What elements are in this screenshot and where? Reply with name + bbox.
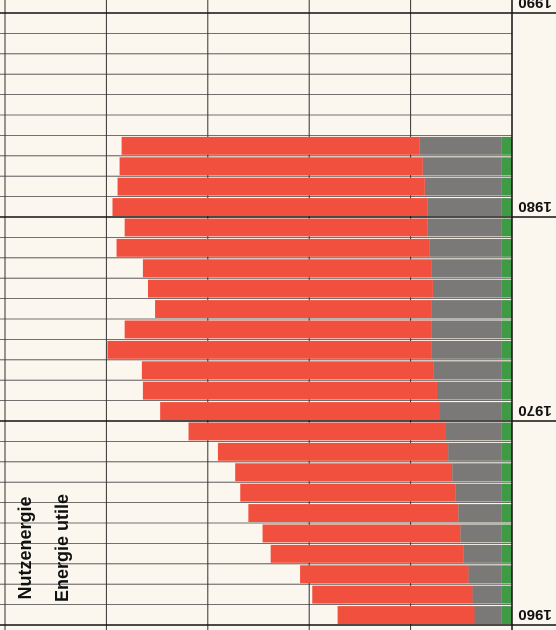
bar-segment	[312, 585, 473, 604]
bar-segment	[142, 259, 432, 278]
bar-segment	[474, 606, 502, 624]
bar-segment	[112, 198, 428, 216]
bar-segment	[445, 422, 502, 441]
bar-segment	[262, 524, 461, 543]
x-tick-label: 1980	[518, 198, 551, 215]
bar-segment	[188, 422, 446, 441]
bar-segment	[501, 463, 512, 482]
bar-segment	[448, 442, 502, 461]
bar-segment	[463, 544, 502, 563]
bar-segment	[501, 504, 512, 522]
bar-segment	[431, 300, 502, 318]
bar-segment	[501, 218, 512, 237]
bar-segment	[468, 565, 502, 584]
bar-segment	[217, 442, 449, 461]
bar-segment	[240, 483, 456, 502]
bar-segment	[501, 259, 512, 278]
bar-segment	[124, 320, 432, 339]
bar-segment	[460, 524, 502, 543]
bar-segment	[501, 585, 512, 604]
bar-segment	[452, 463, 502, 482]
bar-segment	[337, 606, 475, 624]
bar-segment	[501, 442, 512, 461]
bar-segment	[427, 198, 502, 216]
bar-segment	[248, 504, 459, 522]
x-tick-label: 1990	[518, 0, 551, 11]
x-tick-label: 1970	[518, 402, 551, 419]
bar-segment	[472, 585, 502, 604]
bar-segment	[501, 361, 512, 380]
bar-segment	[501, 402, 512, 420]
bar-segment	[117, 177, 425, 196]
bar-segment	[422, 157, 502, 176]
bar-segment	[431, 259, 502, 278]
bar-segment	[147, 279, 433, 298]
bar-segment	[501, 320, 512, 339]
bar-segment	[116, 238, 430, 257]
chart-subtitle: Energie utile	[52, 494, 72, 602]
bar-segment	[501, 524, 512, 543]
bar-segment	[501, 136, 512, 155]
chart-title: Nutzenergie	[15, 496, 35, 599]
bar-segment	[270, 544, 464, 563]
bar-segment	[501, 544, 512, 563]
bar-segment	[429, 238, 502, 257]
bar-segment	[455, 483, 502, 502]
bar-segment	[458, 504, 502, 522]
bar-segment	[501, 565, 512, 584]
bar-segment	[433, 361, 502, 380]
bar-segment	[142, 381, 437, 400]
bar-segment	[119, 157, 423, 176]
bar-segment	[141, 361, 434, 380]
bar-segment	[124, 218, 428, 237]
bar-segment	[431, 320, 502, 339]
bar-segment	[431, 340, 502, 359]
bar-segment	[235, 463, 453, 482]
bar-segment	[436, 381, 502, 400]
bar-segment	[501, 157, 512, 176]
bar-segment	[501, 238, 512, 257]
bar-segment	[121, 136, 420, 155]
bar-segment	[107, 340, 432, 359]
bar-segment	[440, 402, 502, 420]
bar-segment	[501, 606, 512, 624]
bar-segment	[501, 279, 512, 298]
bars	[107, 136, 512, 624]
bar-segment	[419, 136, 502, 155]
bar-segment	[501, 483, 512, 502]
bar-segment	[501, 177, 512, 196]
bar-segment	[427, 218, 502, 237]
bar-segment	[501, 422, 512, 441]
bar-segment	[501, 198, 512, 216]
x-tick-label: 1960	[518, 606, 551, 623]
bar-segment	[300, 565, 469, 584]
bar-segment	[501, 381, 512, 400]
bar-segment	[501, 340, 512, 359]
bar-segment	[424, 177, 502, 196]
bar-segment	[501, 300, 512, 318]
bar-segment	[160, 402, 441, 420]
bar-segment	[432, 279, 502, 298]
bar-segment	[155, 300, 432, 318]
